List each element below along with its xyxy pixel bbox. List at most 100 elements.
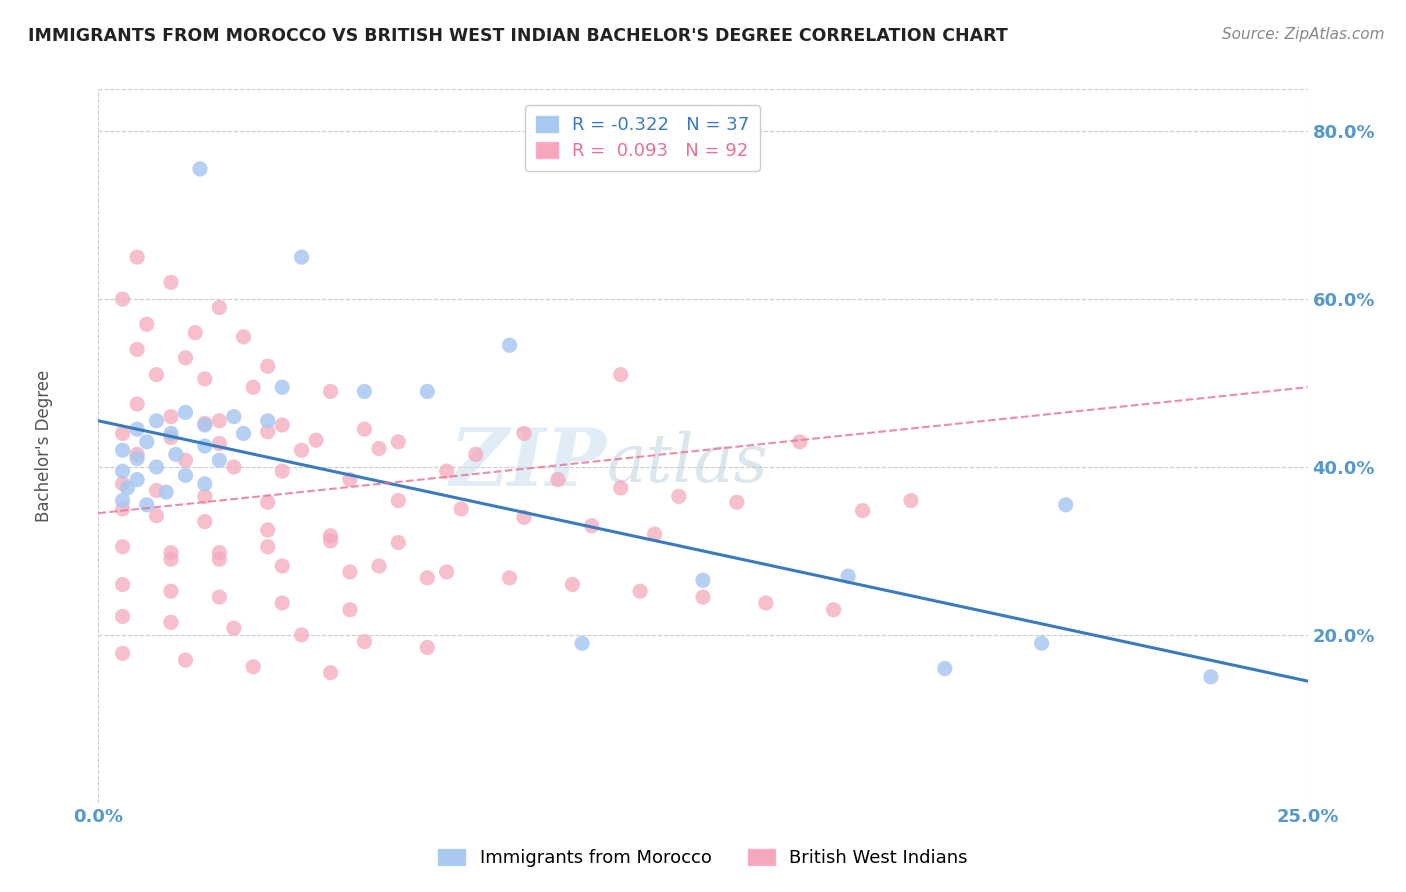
Point	[135, 318, 157, 332]
Point	[1054, 498, 1077, 512]
Point	[464, 447, 486, 461]
Point	[135, 434, 157, 449]
Point	[242, 660, 264, 674]
Point	[610, 481, 633, 495]
Point	[111, 476, 134, 491]
Point	[561, 577, 583, 591]
Point	[174, 653, 197, 667]
Point	[145, 508, 167, 523]
Point	[145, 483, 167, 498]
Point	[111, 502, 134, 516]
Point	[184, 326, 207, 340]
Point	[290, 250, 312, 264]
Point	[628, 584, 651, 599]
Point	[547, 473, 569, 487]
Point	[160, 584, 183, 599]
Point	[208, 414, 231, 428]
Point	[232, 426, 254, 441]
Point	[194, 417, 217, 432]
Point	[208, 552, 231, 566]
Point	[450, 502, 472, 516]
Point	[256, 495, 278, 509]
Point	[513, 510, 536, 524]
Point	[934, 661, 956, 675]
Point	[271, 596, 294, 610]
Point	[127, 451, 149, 466]
Point	[319, 665, 342, 680]
Point	[242, 380, 264, 394]
Point	[271, 464, 294, 478]
Point	[111, 464, 134, 478]
Point	[498, 338, 520, 352]
Point	[174, 405, 197, 419]
Point	[319, 533, 342, 548]
Point	[127, 422, 149, 436]
Text: atlas: atlas	[606, 431, 768, 497]
Point	[165, 447, 187, 461]
Point	[160, 431, 183, 445]
Point	[111, 426, 134, 441]
Point	[692, 574, 714, 588]
Text: Source: ZipAtlas.com: Source: ZipAtlas.com	[1222, 27, 1385, 42]
Point	[208, 453, 231, 467]
Point	[155, 485, 177, 500]
Point	[436, 565, 458, 579]
Point	[581, 518, 603, 533]
Point	[339, 603, 361, 617]
Point	[387, 434, 409, 449]
Point	[111, 292, 134, 306]
Point	[900, 493, 922, 508]
Point	[387, 493, 409, 508]
Point	[290, 628, 312, 642]
Text: IMMIGRANTS FROM MOROCCO VS BRITISH WEST INDIAN BACHELOR'S DEGREE CORRELATION CHA: IMMIGRANTS FROM MOROCCO VS BRITISH WEST …	[28, 27, 1008, 45]
Text: Bachelor's Degree: Bachelor's Degree	[35, 370, 53, 522]
Point	[160, 409, 183, 424]
Point	[145, 368, 167, 382]
Point	[498, 571, 520, 585]
Legend: R = -0.322   N = 37, R =  0.093   N = 92: R = -0.322 N = 37, R = 0.093 N = 92	[524, 105, 761, 170]
Point	[725, 495, 748, 509]
Point	[188, 161, 211, 176]
Point	[222, 460, 245, 475]
Point	[305, 433, 328, 447]
Point	[135, 498, 157, 512]
Point	[416, 384, 439, 399]
Point	[208, 301, 231, 315]
Point	[160, 275, 183, 289]
Point	[692, 590, 714, 604]
Point	[111, 443, 134, 458]
Point	[436, 464, 458, 478]
Point	[127, 250, 149, 264]
Point	[194, 489, 217, 503]
Point	[353, 634, 375, 648]
Point	[823, 603, 845, 617]
Point	[174, 351, 197, 365]
Point	[353, 422, 375, 436]
Point	[789, 434, 811, 449]
Point	[1199, 670, 1222, 684]
Point	[194, 515, 217, 529]
Point	[222, 621, 245, 635]
Point	[271, 559, 294, 574]
Point	[194, 439, 217, 453]
Point	[127, 343, 149, 357]
Point	[668, 489, 690, 503]
Point	[1031, 636, 1053, 650]
Point	[232, 330, 254, 344]
Point	[208, 590, 231, 604]
Point	[319, 529, 342, 543]
Point	[755, 596, 778, 610]
Point	[256, 523, 278, 537]
Point	[339, 473, 361, 487]
Point	[111, 577, 134, 591]
Point	[387, 535, 409, 549]
Point	[194, 372, 217, 386]
Legend: Immigrants from Morocco, British West Indians: Immigrants from Morocco, British West In…	[432, 841, 974, 874]
Point	[290, 443, 312, 458]
Point	[111, 493, 134, 508]
Point	[174, 453, 197, 467]
Point	[256, 414, 278, 428]
Point	[610, 368, 633, 382]
Point	[174, 468, 197, 483]
Point	[127, 447, 149, 461]
